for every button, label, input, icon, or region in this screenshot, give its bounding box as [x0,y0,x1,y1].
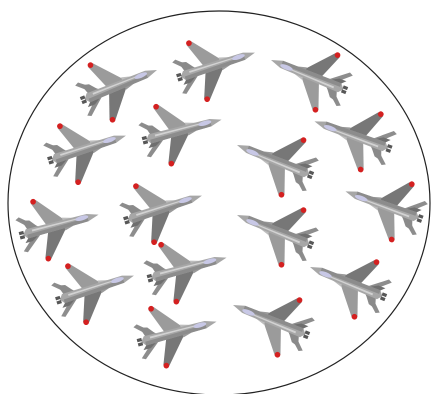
fighter-jet-icon [134,88,230,173]
fighter-jet-icon [69,40,170,131]
fighter-jet-icon [220,275,321,366]
oval-outline [7,10,431,394]
fighter-jet-icon [334,161,434,250]
jet-formation [11,21,434,375]
fighter-jet-icon [297,237,398,328]
fighter-jet-icon [224,115,325,206]
fighter-jet-icon [258,30,359,121]
fighter-jet-icon [11,183,107,268]
fighter-jet-icon [114,164,212,252]
fighter-jet-icon [38,104,136,192]
fighter-jet-icon [167,21,265,109]
fighter-jet-icon [224,185,325,276]
fighter-jet-icon [46,244,144,332]
